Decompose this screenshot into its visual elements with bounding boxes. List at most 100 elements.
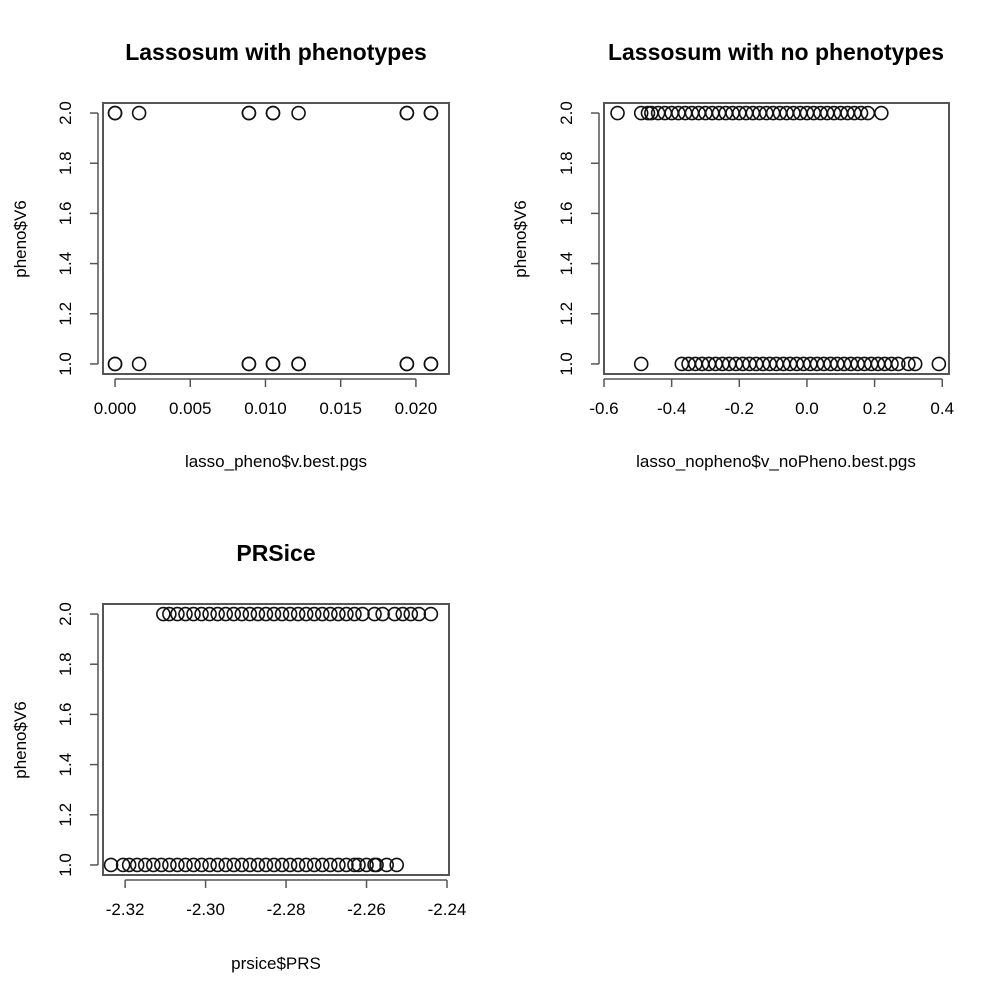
data-point <box>210 857 225 873</box>
data-point <box>154 857 169 873</box>
data-point <box>298 857 314 873</box>
panel-lassosum-with-phenotypes: Lassosum with phenotypes lasso_pheno$v.b… <box>11 39 450 471</box>
data-point <box>250 857 266 873</box>
data-point <box>411 606 427 622</box>
data-point <box>202 857 217 873</box>
y-tick-label: 2.0 <box>56 602 75 626</box>
y-tick-label: 1.6 <box>557 202 576 226</box>
data-point <box>103 857 119 873</box>
data-points <box>103 606 439 873</box>
x-tick-label: 0.005 <box>169 399 212 418</box>
data-point <box>162 606 177 622</box>
y-tick-label: 1.2 <box>557 302 576 326</box>
data-point <box>258 606 274 622</box>
x-tick-label: -2.24 <box>428 900 467 919</box>
data-point <box>323 857 338 873</box>
data-point <box>369 857 384 873</box>
data-point <box>107 105 123 121</box>
x-tick-label: -0.2 <box>725 399 754 418</box>
data-point <box>901 356 916 372</box>
y-tick-label: 1.8 <box>557 151 576 175</box>
data-point <box>226 606 242 622</box>
data-points <box>610 105 947 372</box>
chart-title: PRSice <box>236 540 315 566</box>
data-point <box>156 606 171 622</box>
data-point <box>874 105 889 121</box>
data-point <box>347 857 362 873</box>
axis-ticks: -2.32 -2.30 -2.28 -2.26 -2.24 1.0 1.2 1.4 1.6 1.8… <box>56 602 466 919</box>
panel-prsice: PRSice prsice$PRS pheno$V6 -2.32 -2.30 -2.… <box>11 540 466 973</box>
data-point <box>234 606 250 622</box>
chart-title: Lassosum with phenotypes <box>125 39 427 65</box>
data-point <box>387 606 402 622</box>
data-point <box>291 356 306 372</box>
y-axis-label: pheno$V6 <box>11 200 30 278</box>
data-point <box>250 606 266 622</box>
x-tick-label: -2.32 <box>106 900 145 919</box>
data-point <box>265 356 281 372</box>
y-tick-label: 2.0 <box>557 101 576 125</box>
data-point <box>890 356 906 372</box>
y-tick-label: 1.8 <box>56 652 75 676</box>
data-point <box>331 857 346 873</box>
data-point <box>931 356 947 372</box>
data-point <box>291 105 306 121</box>
data-point <box>347 606 362 622</box>
data-point <box>351 857 366 873</box>
x-tick-label: 0.2 <box>863 399 887 418</box>
plot-frame <box>603 102 950 375</box>
data-point <box>610 105 625 121</box>
plot-frame <box>102 102 450 375</box>
data-point <box>367 606 382 622</box>
y-tick-label: 1.0 <box>557 352 576 376</box>
data-point <box>121 857 137 873</box>
data-point <box>423 356 439 372</box>
x-tick-label: 0.4 <box>930 399 954 418</box>
data-point <box>218 857 234 873</box>
x-tick-label: 0.015 <box>319 399 362 418</box>
data-point <box>274 857 290 873</box>
data-point <box>258 857 274 873</box>
y-tick-label: 1.4 <box>56 753 75 777</box>
data-point <box>266 606 282 622</box>
data-point <box>907 356 923 372</box>
data-point <box>355 606 370 622</box>
data-point <box>145 857 161 873</box>
data-point <box>170 857 185 873</box>
y-tick-label: 1.0 <box>56 352 75 376</box>
data-point <box>314 606 330 622</box>
data-point <box>423 606 439 622</box>
data-point <box>314 857 330 873</box>
chart-title: Lassosum with no phenotypes <box>608 39 944 65</box>
data-point <box>242 857 258 873</box>
data-point <box>242 606 258 622</box>
data-point <box>210 606 225 622</box>
data-point <box>129 857 145 873</box>
data-point <box>339 606 354 622</box>
data-point <box>194 606 209 622</box>
x-tick-label: 0.010 <box>244 399 287 418</box>
x-tick-label: 0.020 <box>395 399 438 418</box>
data-points <box>107 105 439 372</box>
data-point <box>423 105 439 121</box>
y-axis-label: pheno$V6 <box>511 200 530 278</box>
data-point <box>633 105 649 121</box>
data-point <box>241 105 257 121</box>
data-point <box>323 606 338 622</box>
data-point <box>131 105 147 121</box>
data-point <box>234 857 250 873</box>
y-tick-label: 1.4 <box>56 252 75 276</box>
data-point <box>218 606 234 622</box>
axis-ticks: -0.6 -0.4 -0.2 0.0 0.2 0.4 1.0 1.2 1.4 1.6 1.8 2.0 <box>557 101 954 418</box>
panel-lassosum-with-no-phenotypes: Lassosum with no phenotypes lasso_nophen… <box>511 39 954 471</box>
data-point <box>282 857 298 873</box>
x-tick-label: -2.30 <box>186 900 225 919</box>
data-point <box>226 857 242 873</box>
y-tick-label: 1.0 <box>56 853 75 877</box>
data-point <box>290 606 306 622</box>
data-point <box>633 356 649 372</box>
x-axis-label: lasso_nopheno$v_noPheno.best.pgs <box>636 452 916 471</box>
data-point <box>339 857 354 873</box>
x-tick-label: 0.0 <box>795 399 819 418</box>
